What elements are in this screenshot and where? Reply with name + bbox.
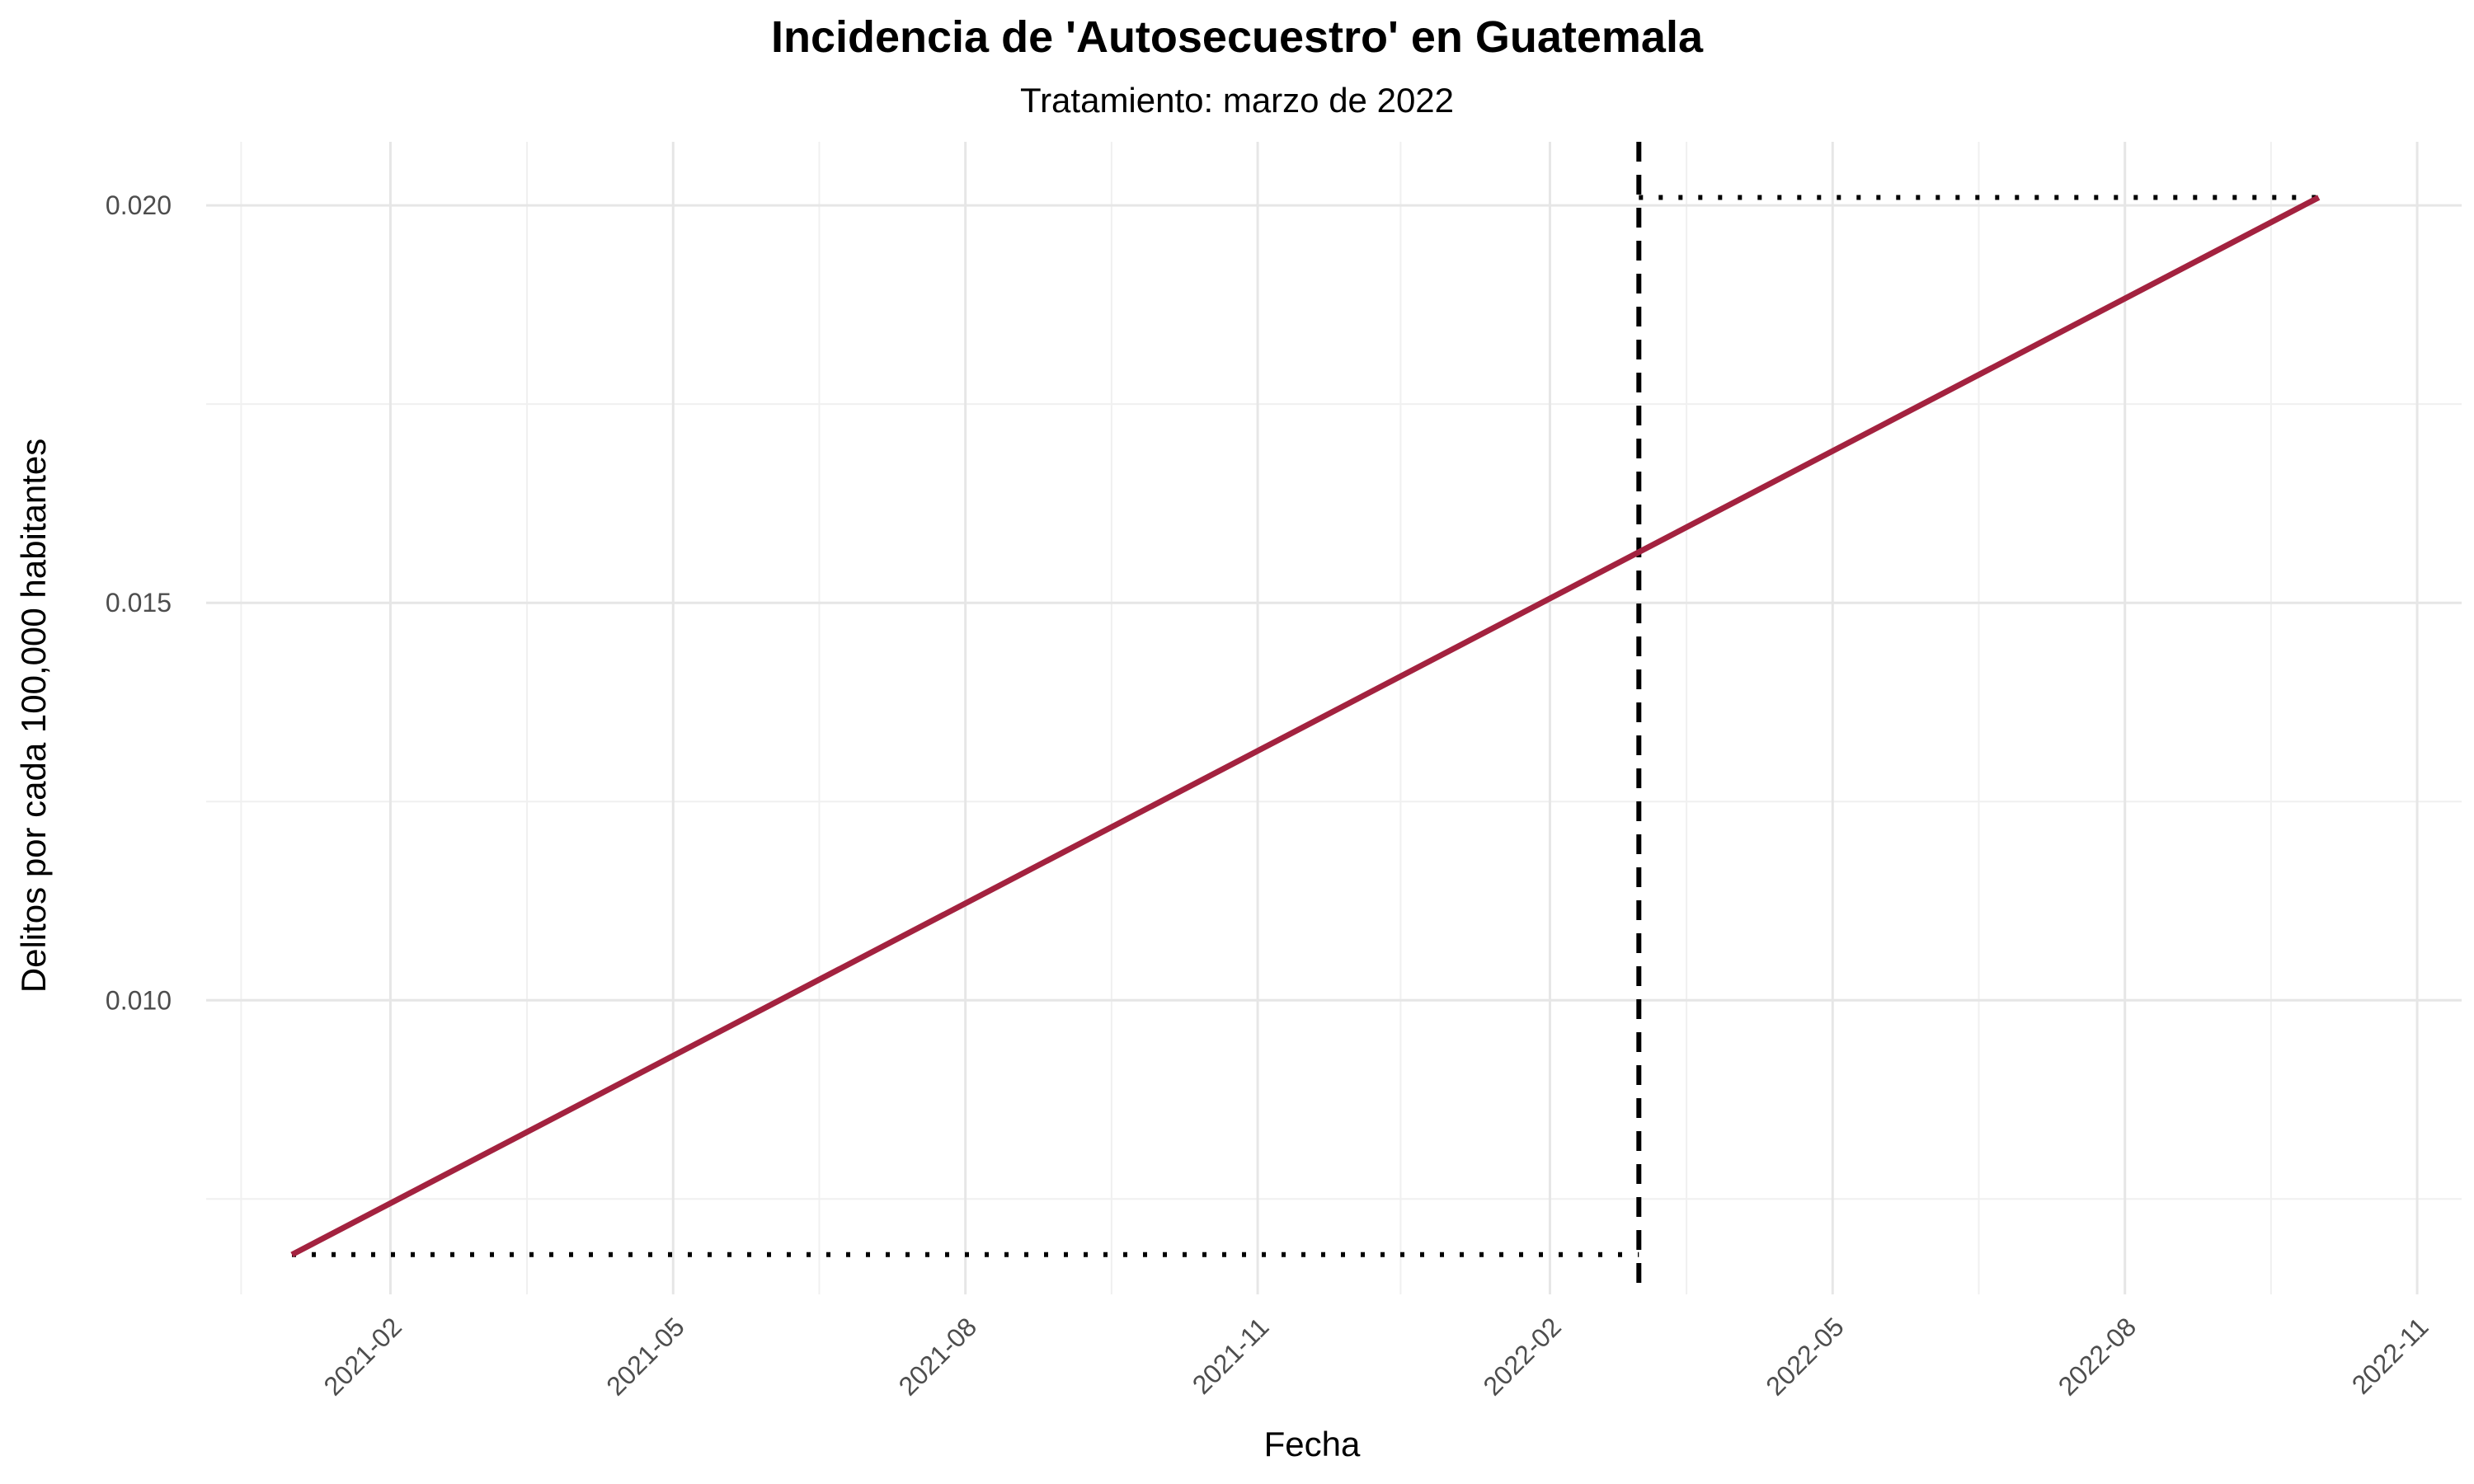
chart-subtitle: Tratamiento: marzo de 2022: [1019, 81, 1455, 120]
y-axis-ticks: 0.010 0.015 0.020: [106, 190, 172, 1015]
x-axis-title: Fecha: [1264, 1425, 1361, 1463]
x-tick-label: 2022-05: [1760, 1312, 1849, 1401]
x-tick-label: 2021-02: [317, 1312, 407, 1401]
x-tick-label: 2022-02: [1477, 1312, 1566, 1401]
x-tick-label: 2021-11: [1187, 1312, 1275, 1400]
series-layer: [290, 195, 2321, 1257]
x-tick-label: 2021-05: [600, 1312, 689, 1401]
series-line-1: [290, 195, 2321, 1257]
y-tick-label: 0.010: [106, 985, 172, 1015]
reference-lines: [292, 142, 2319, 1294]
x-tick-label: 2022-11: [2346, 1312, 2434, 1400]
chart-title: Incidencia de 'Autosecuestro' en Guatema…: [770, 12, 1704, 62]
x-tick-label: 2022-08: [2053, 1312, 2142, 1401]
x-tick-label: 2021-08: [893, 1312, 982, 1401]
major-gridlines: [206, 142, 2462, 1294]
y-tick-label: 0.020: [106, 190, 172, 220]
x-axis-ticks: 2021-02 2021-05 2021-08 2021-11 2022-02 2022-…: [317, 1312, 2434, 1401]
y-tick-label: 0.015: [106, 588, 172, 618]
minor-gridlines: [206, 142, 2462, 1294]
y-axis-title: Delitos por cada 100,000 habitantes: [14, 439, 53, 993]
